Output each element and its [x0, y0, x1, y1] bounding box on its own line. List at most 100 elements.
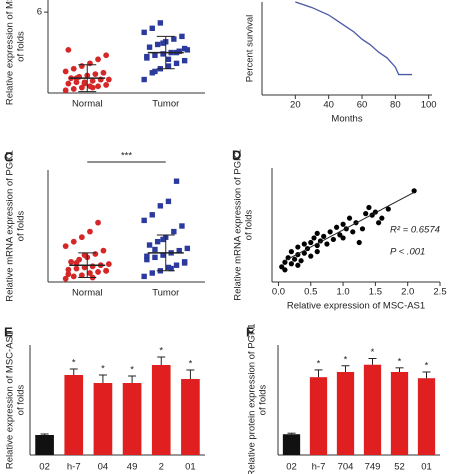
data-point	[340, 235, 346, 241]
data-point	[179, 33, 185, 40]
panel-0: Relative expression of MSC of folds 6 Norma…	[5, 0, 205, 110]
data-point	[70, 65, 77, 72]
y-axis-label: Relative mRNA expression of PGK1	[233, 149, 244, 301]
data-point	[95, 56, 101, 63]
stat-annotation: P < .001	[390, 247, 425, 258]
data-point	[141, 273, 147, 280]
data-point	[181, 57, 188, 64]
data-point	[282, 259, 288, 265]
x-tick-label: h-7	[312, 462, 326, 473]
data-point	[146, 44, 153, 50]
data-point	[311, 235, 317, 241]
data-point	[160, 51, 166, 57]
data-point	[103, 52, 110, 59]
x-tick-label: Tumor	[152, 99, 179, 110]
x-tick-label: 52	[394, 462, 405, 473]
data-point	[65, 271, 72, 278]
data-point	[105, 76, 112, 83]
significance-star: *	[159, 346, 163, 357]
data-point	[87, 60, 93, 67]
panel-1: Percent survival Months 20 40 60 80 100	[245, 1, 437, 125]
x-tick-label: h-7	[67, 462, 81, 473]
panel-label: E	[4, 324, 13, 339]
x-tick-label: 01	[185, 462, 196, 473]
x-tick-label: 704	[338, 462, 354, 473]
survival-curve	[295, 1, 412, 76]
x-tick-label: Normal	[72, 288, 103, 299]
data-point	[376, 220, 382, 226]
data-point	[385, 206, 391, 212]
data-point	[154, 41, 161, 48]
bar	[309, 377, 328, 455]
data-point	[160, 40, 166, 46]
bar	[35, 435, 54, 455]
x-tick-label: 60	[357, 100, 368, 111]
x-tick-label: 749	[365, 462, 381, 473]
data-point	[89, 263, 96, 270]
data-point	[81, 252, 88, 259]
data-point	[173, 60, 180, 67]
data-point	[89, 77, 96, 84]
data-point	[301, 241, 307, 247]
y-axis-label: of folds	[16, 384, 27, 415]
x-tick-label: 1.5	[369, 287, 382, 298]
data-point	[152, 52, 158, 58]
panel-label: F	[246, 324, 254, 339]
data-point	[350, 229, 356, 235]
data-point	[103, 82, 110, 88]
data-point	[149, 25, 155, 32]
data-point	[78, 63, 85, 69]
data-point	[359, 226, 366, 232]
data-point	[411, 188, 417, 194]
data-point	[181, 260, 188, 266]
data-point	[141, 76, 147, 83]
data-point	[65, 80, 72, 87]
data-point	[160, 236, 166, 243]
data-point	[152, 68, 158, 75]
data-point	[366, 204, 372, 211]
data-point	[105, 261, 112, 267]
x-tick-label: 02	[39, 462, 50, 473]
data-point	[100, 69, 107, 76]
data-point	[308, 253, 314, 259]
data-point	[95, 219, 101, 226]
data-point	[62, 87, 69, 94]
data-point	[327, 229, 333, 235]
data-point	[73, 260, 80, 266]
data-point	[81, 264, 88, 271]
bar	[417, 378, 436, 455]
data-point	[321, 233, 327, 239]
x-tick-label: 0.5	[304, 287, 317, 298]
data-point	[288, 249, 294, 255]
data-point	[89, 84, 96, 91]
bar	[151, 365, 171, 455]
data-point	[92, 251, 99, 257]
bar	[363, 364, 382, 455]
data-point	[340, 221, 346, 227]
data-point	[165, 198, 172, 205]
stat-annotation: R² = 0.6574	[390, 225, 440, 236]
data-point	[165, 63, 172, 69]
significance-star: *	[130, 365, 134, 376]
y-axis-label: of folds	[258, 384, 269, 415]
data-point	[62, 243, 69, 250]
data-point	[65, 46, 72, 53]
data-point	[168, 265, 174, 272]
data-point	[103, 267, 110, 274]
x-tick-label: 2	[159, 462, 164, 473]
data-point	[146, 242, 153, 248]
significance-label: ***	[121, 151, 132, 162]
data-point	[176, 247, 182, 254]
data-point	[81, 80, 88, 87]
data-point	[87, 270, 93, 276]
x-tick-label: Tumor	[152, 288, 179, 299]
data-point	[70, 238, 77, 245]
bar	[64, 375, 84, 455]
y-axis-label: of folds	[16, 210, 27, 241]
data-point	[179, 223, 185, 229]
significance-star: *	[398, 356, 402, 367]
data-point	[295, 244, 301, 250]
